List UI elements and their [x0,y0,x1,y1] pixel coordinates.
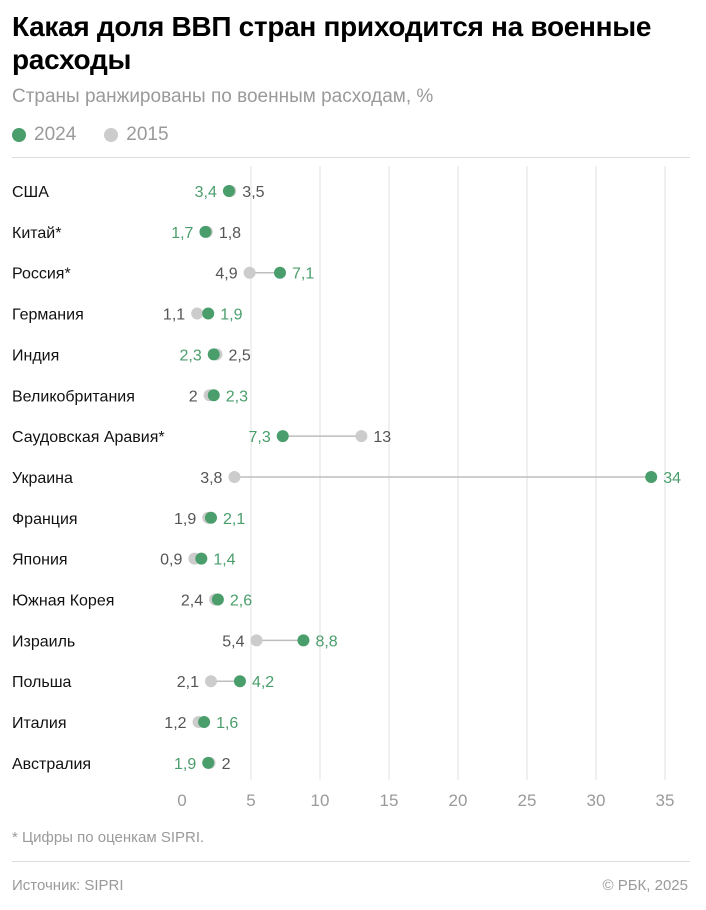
point-2024 [297,634,310,647]
value-label-2015: 0,9 [160,552,182,569]
point-2024 [198,716,211,729]
value-label-2015: 3,8 [200,470,222,487]
value-label-2015: 5,4 [222,633,244,650]
value-label-2024: 4,2 [252,674,274,691]
value-label-2015: 1,9 [174,511,196,528]
value-label-2024: 34 [663,470,681,487]
legend-dot-2015 [104,128,119,142]
x-tick-label-25: 25 [518,791,537,810]
value-label-2024: 2,6 [230,593,252,610]
value-label-2015: 2 [189,388,198,405]
legend-dot-2024 [12,128,26,142]
category-label: Германия [12,307,84,324]
category-label: Саудовская Аравия* [12,429,165,446]
category-label: Южная Корея [12,593,114,610]
legend-label-2024: 2024 [34,124,77,145]
value-label-2015: 1,2 [164,715,186,732]
point-2024 [207,348,220,361]
point-2024 [195,552,208,565]
category-label: Италия [12,715,66,732]
chart-subtitle: Страны ранжированы по военным расходам, … [12,86,434,107]
value-label-2015: 2 [222,756,231,773]
category-label: Япония [12,552,68,569]
source-note: Источник: SIPRI [12,877,124,894]
legend: 2024 2015 [12,124,197,146]
value-label-2024: 1,6 [216,715,238,732]
category-label: Индия [12,347,59,364]
point-2024 [276,430,289,443]
point-2024 [207,389,220,402]
category-label: Украина [12,470,73,487]
point-2024 [222,185,235,197]
value-label-2015: 2,1 [177,674,199,691]
legend-item-2024: 2024 [12,124,76,146]
x-tick-label-30: 30 [587,791,606,810]
value-label-2015: 1,8 [219,225,241,242]
value-label-2015: 2,4 [181,593,203,610]
category-label: США [12,184,49,201]
value-label-2024: 2,1 [223,511,245,528]
value-label-2024: 1,7 [171,225,193,242]
value-label-2015: 3,5 [242,184,264,201]
category-label: Китай* [12,225,61,242]
point-2015 [250,634,263,647]
x-tick-label-10: 10 [311,791,330,810]
point-2015 [355,430,368,443]
footnote: * Цифры по оценкам SIPRI. [12,829,205,846]
point-2015 [191,307,204,320]
category-label: Польша [12,674,72,691]
x-tick-label-35: 35 [656,791,675,810]
point-2024 [199,225,212,238]
point-2024 [645,470,658,483]
legend-label-2015: 2015 [126,124,169,145]
value-label-2015: 13 [373,429,391,446]
point-2015 [243,266,256,279]
point-2015 [228,470,241,483]
bottom-divider [12,861,690,862]
category-label: Австралия [12,756,91,773]
category-label: Россия* [12,266,71,283]
point-2024 [233,675,246,688]
value-label-2024: 2,3 [226,388,248,405]
point-2015 [204,675,217,688]
category-label: Израиль [12,633,75,650]
value-label-2024: 8,8 [315,633,337,650]
value-label-2024: 1,9 [220,307,242,324]
chart-title: Какая доля ВВП стран приходится на военн… [12,11,652,75]
point-2024 [273,266,286,279]
value-label-2024: 3,4 [195,184,217,201]
copyright-note: © РБК, 2025 [602,877,688,894]
category-label: Великобритания [12,388,135,405]
value-label-2015: 4,9 [215,266,237,283]
point-2024 [211,593,224,606]
point-2024 [204,511,217,524]
point-2024 [202,307,215,320]
value-label-2024: 2,3 [179,347,201,364]
value-label-2024: 1,9 [174,756,196,773]
x-tick-label-20: 20 [449,791,468,810]
value-label-2024: 7,1 [292,266,314,283]
legend-item-2015: 2015 [104,124,169,146]
point-2024 [202,756,215,769]
value-label-2024: 1,4 [213,552,235,569]
category-label: Франция [12,511,78,528]
value-label-2015: 1,1 [163,307,185,324]
x-tick-label-0: 0 [177,791,186,810]
dumbbell-chart: 0 5 10 15 20 25 30 35 США 3,4 3,5 Китай* 1,7 1,8 Росси… [12,166,681,810]
value-label-2024: 7,3 [248,429,270,446]
x-tick-label-5: 5 [246,791,255,810]
top-divider [12,157,690,158]
value-label-2015: 2,5 [229,347,251,364]
x-tick-label-15: 15 [380,791,399,810]
